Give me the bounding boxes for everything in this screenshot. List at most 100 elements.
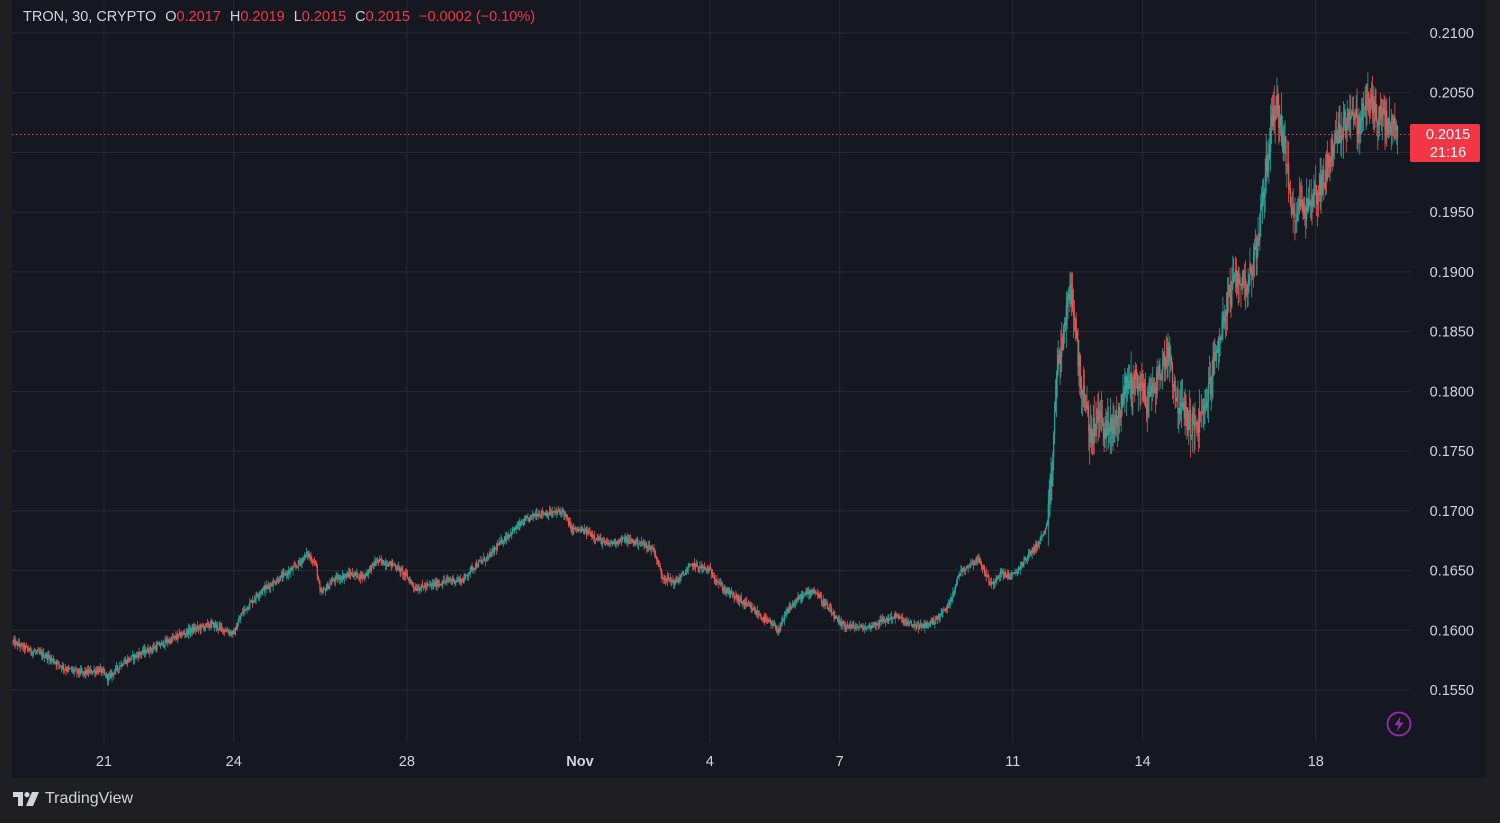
- candle-body: [49, 656, 51, 662]
- candle-body: [672, 580, 674, 583]
- candle-body: [1094, 424, 1096, 436]
- candle-body: [1139, 385, 1141, 388]
- candle-body: [76, 669, 78, 673]
- candle-body: [589, 532, 591, 534]
- low-label: L: [293, 9, 302, 25]
- price-axis[interactable]: 0.21000.20500.20000.19500.19000.18500.18…: [1430, 26, 1474, 699]
- candle-body: [460, 579, 462, 584]
- candle-body: [614, 539, 616, 545]
- candle-body: [1061, 337, 1063, 357]
- candle-body: [1357, 116, 1359, 135]
- candle-body: [705, 568, 707, 570]
- candle-body: [156, 644, 158, 650]
- candle-body: [1383, 108, 1385, 114]
- candle-body: [315, 562, 317, 566]
- candle-body: [578, 529, 580, 531]
- candle-body: [124, 660, 127, 662]
- candle-body: [249, 602, 251, 608]
- candle-body: [279, 575, 281, 581]
- candle-body: [478, 561, 480, 563]
- candle-body: [268, 586, 271, 589]
- candle-body: [86, 669, 88, 675]
- candle-body: [1290, 205, 1292, 215]
- candle-body: [966, 566, 968, 568]
- candle-body: [931, 622, 933, 625]
- candle-body: [1342, 135, 1344, 138]
- candle-body: [847, 624, 850, 626]
- candle-body: [752, 608, 754, 611]
- candle-body: [326, 584, 328, 589]
- candle-body: [999, 575, 1001, 578]
- candle-body: [1387, 118, 1390, 133]
- candle-body: [859, 625, 861, 627]
- candle-body: [1038, 543, 1040, 545]
- candle-body: [497, 544, 499, 546]
- candle-body: [1370, 94, 1373, 104]
- candle-body: [41, 652, 43, 657]
- candle-body: [413, 587, 416, 589]
- candle-body: [831, 613, 833, 615]
- candle-body: [716, 580, 718, 583]
- price-chart[interactable]: 0.21000.20500.20000.19500.19000.18500.18…: [12, 0, 1486, 778]
- candle-body: [939, 614, 941, 618]
- tradingview-brand[interactable]: TradingView: [13, 790, 133, 808]
- candle-body: [878, 623, 880, 625]
- time-axis[interactable]: 21 24 28 Nov 4 7 11 14 18: [96, 754, 1324, 770]
- candle-body: [995, 579, 997, 581]
- candle-body: [272, 581, 274, 587]
- candle-body: [464, 574, 466, 579]
- candle-body: [69, 668, 71, 670]
- candle-body: [103, 670, 105, 673]
- candle-body: [350, 573, 353, 576]
- candle-body: [627, 538, 629, 544]
- candle-body: [675, 580, 678, 582]
- candle-body: [99, 667, 101, 669]
- candle-body: [1291, 207, 1293, 215]
- candle-body: [640, 541, 642, 544]
- candle-body: [188, 628, 191, 633]
- candle-body: [1009, 576, 1012, 579]
- symbol-title[interactable]: TRON, 30, CRYPTO: [23, 9, 157, 25]
- candle-body: [117, 668, 119, 670]
- candle-body: [584, 529, 586, 534]
- candle-body: [167, 639, 169, 643]
- candle-body: [779, 625, 781, 632]
- candle-body: [1331, 140, 1333, 162]
- candlestick-series: [12, 72, 1399, 686]
- candle-body: [1021, 562, 1023, 567]
- candle-body: [792, 603, 794, 606]
- candle-body: [38, 650, 40, 653]
- candle-body: [1052, 457, 1054, 487]
- candle-body: [701, 566, 704, 569]
- candle-body: [616, 541, 618, 544]
- candle-body: [387, 565, 390, 567]
- candle-body: [1198, 411, 1201, 433]
- candle-body: [1157, 371, 1159, 376]
- candle-body: [909, 622, 911, 624]
- candle-body: [1245, 286, 1247, 296]
- candle-body: [1247, 283, 1249, 291]
- candle-body: [783, 615, 786, 621]
- candle-body: [853, 624, 855, 627]
- candle-body: [917, 624, 919, 626]
- chart-area[interactable]: 0.21000.20500.20000.19500.19000.18500.18…: [12, 0, 1486, 778]
- candle-body: [164, 639, 166, 646]
- candle-body: [799, 597, 801, 599]
- candle-body: [567, 518, 570, 526]
- candle-body: [1234, 269, 1237, 274]
- candle-body: [290, 568, 292, 571]
- candle-body: [467, 574, 470, 577]
- candle-body: [78, 669, 80, 674]
- candle-body: [836, 616, 838, 618]
- candle-body: [94, 670, 96, 674]
- candle-body: [635, 540, 637, 544]
- candle-body: [1188, 410, 1190, 430]
- lightning-icon[interactable]: [1386, 711, 1412, 737]
- candle-body: [1116, 410, 1118, 428]
- grid-lines: [12, 0, 1410, 742]
- candle-body: [955, 584, 958, 586]
- candle-body: [187, 630, 189, 635]
- candle-body: [336, 576, 338, 581]
- candle-body: [1075, 318, 1077, 332]
- candle-body: [1124, 376, 1126, 391]
